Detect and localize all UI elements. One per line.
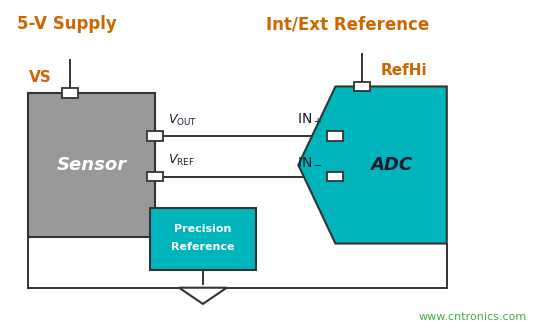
Text: www.cntronics.com: www.cntronics.com <box>418 312 526 322</box>
Text: Precision: Precision <box>174 224 231 234</box>
Polygon shape <box>298 86 447 244</box>
Text: Reference: Reference <box>171 242 235 252</box>
Text: Int/Ext Reference: Int/Ext Reference <box>266 15 430 33</box>
Text: RefHi: RefHi <box>381 63 427 78</box>
Text: $V_{\mathrm{REF}}$: $V_{\mathrm{REF}}$ <box>168 153 195 168</box>
Bar <box>150 208 256 270</box>
Text: $\mathrm{IN}_-$: $\mathrm{IN}_-$ <box>296 154 322 168</box>
Bar <box>147 131 163 141</box>
Bar <box>327 131 343 141</box>
Bar <box>147 172 163 182</box>
Text: VS: VS <box>29 70 52 85</box>
Bar <box>62 88 78 98</box>
Polygon shape <box>179 288 227 304</box>
Text: 5-V Supply: 5-V Supply <box>17 15 117 33</box>
Bar <box>354 82 370 91</box>
Text: $V_{\mathrm{OUT}}$: $V_{\mathrm{OUT}}$ <box>168 113 197 128</box>
Text: ADC: ADC <box>370 156 412 174</box>
Bar <box>28 93 155 237</box>
Text: $\mathrm{IN}_+$: $\mathrm{IN}_+$ <box>297 112 322 128</box>
Bar <box>327 172 343 182</box>
Text: Sensor: Sensor <box>56 156 127 174</box>
